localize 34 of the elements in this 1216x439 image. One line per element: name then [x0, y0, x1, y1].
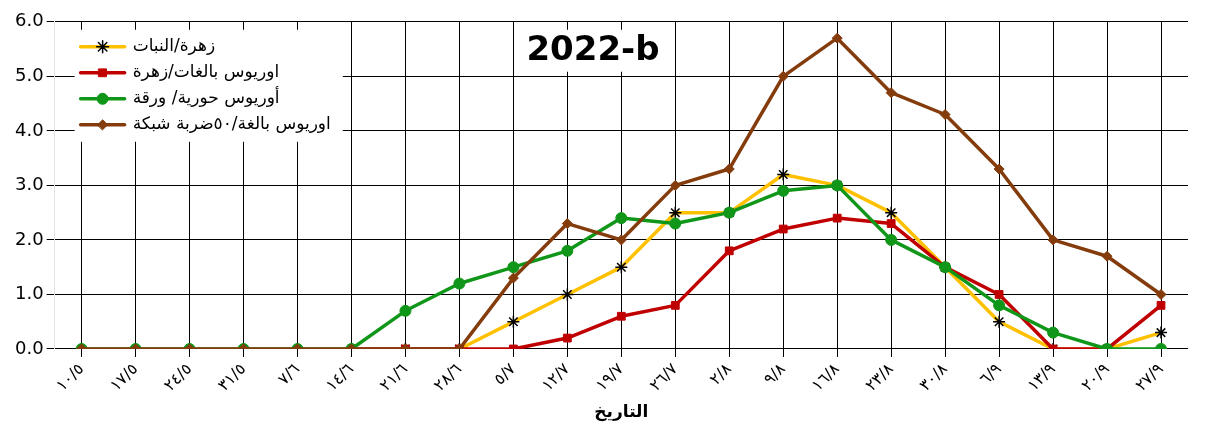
y-tick-label: 6.0: [14, 9, 44, 31]
x-tick-label: ٣٠/٨: [915, 358, 952, 395]
y-tick-label: 4.0: [14, 118, 44, 140]
y-tick-label: 2.0: [14, 227, 44, 249]
x-tick-label: ١٧/٥: [105, 359, 142, 395]
x-tick-label: ١٣/٩: [1023, 359, 1059, 395]
legend-label: أوريوس حورية/ ورقة: [132, 86, 280, 108]
x-tick-label: ٩/٨: [759, 358, 790, 389]
y-tick-label: 3.0: [14, 173, 44, 195]
y-tick-label: 5.0: [14, 64, 44, 85]
x-tick-label: ٢٤/٥: [159, 359, 196, 395]
x-tick-label: ١٠/٥: [51, 359, 88, 395]
chart-title: 2022-b: [526, 27, 660, 68]
x-tick-label: ٧/٦: [273, 359, 304, 389]
x-tick-label: ٢/٨: [705, 358, 736, 389]
legend-label: زهرة/النبات: [132, 35, 216, 56]
x-tick-label: ٣١/٥: [213, 359, 250, 395]
x-axis-title: التاريخ: [594, 401, 649, 423]
y-tick-label: 1.0: [14, 282, 44, 304]
x-tick-label: ١٩/٧: [591, 358, 628, 395]
x-tick-label: ٢٣/٨: [861, 358, 898, 395]
x-tick-label: ٢٦/٧: [645, 358, 682, 395]
legend-label: اوريوس بالغات/زهرة: [132, 61, 280, 82]
x-tick-label: ٢١/٦: [375, 359, 412, 395]
x-tick-label: ٥/٧: [489, 358, 520, 389]
legend-label: اوريوس بالغة/٥٠ضربة شبكة: [132, 113, 331, 134]
x-tick-label: ١٢/٧: [537, 358, 574, 395]
x-tick-label: ٦/٩: [975, 359, 1005, 389]
x-tick-label: ١٤/٦: [321, 359, 358, 395]
x-tick-label: ١٦/٨: [807, 358, 844, 395]
x-tick-label: ٢٠/٩: [1077, 359, 1113, 395]
x-tick-label: ٢٧/٩: [1131, 359, 1167, 395]
x-tick-label: ٢٨/٦: [429, 359, 466, 395]
y-tick-label: 0.0: [14, 336, 44, 358]
